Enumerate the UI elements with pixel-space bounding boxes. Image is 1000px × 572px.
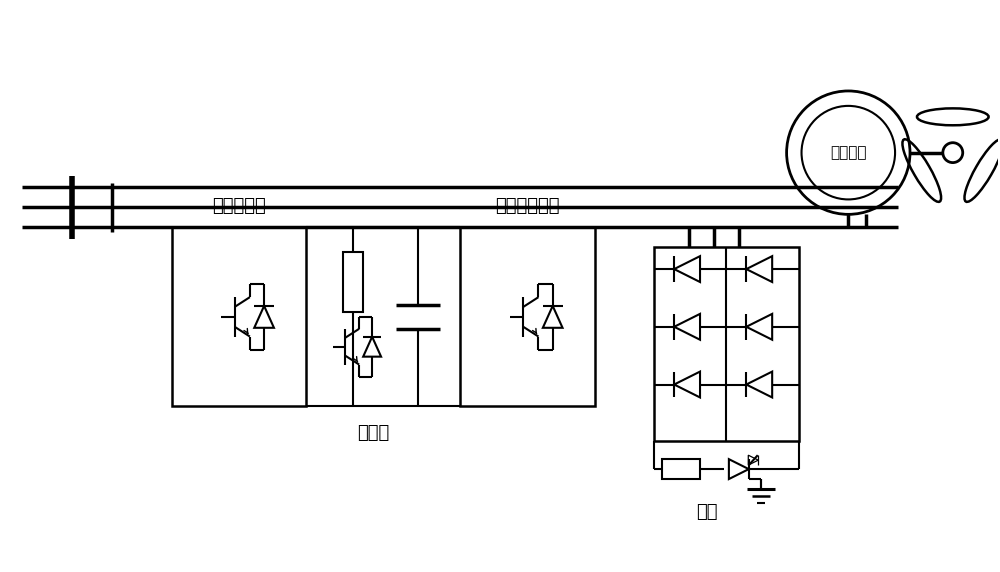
Bar (460, 227, 595, 407)
Text: 网侧变换器: 网侧变换器 (212, 197, 266, 215)
Text: 斩波器: 斩波器 (357, 424, 389, 442)
Text: 双馈风机: 双馈风机 (830, 145, 867, 160)
Bar (172, 227, 306, 407)
Text: 撬棒: 撬棒 (696, 503, 717, 521)
Bar (662, 459, 700, 479)
Bar (654, 247, 799, 441)
Bar (343, 252, 363, 312)
Text: 转子侧变化器: 转子侧变化器 (495, 197, 560, 215)
